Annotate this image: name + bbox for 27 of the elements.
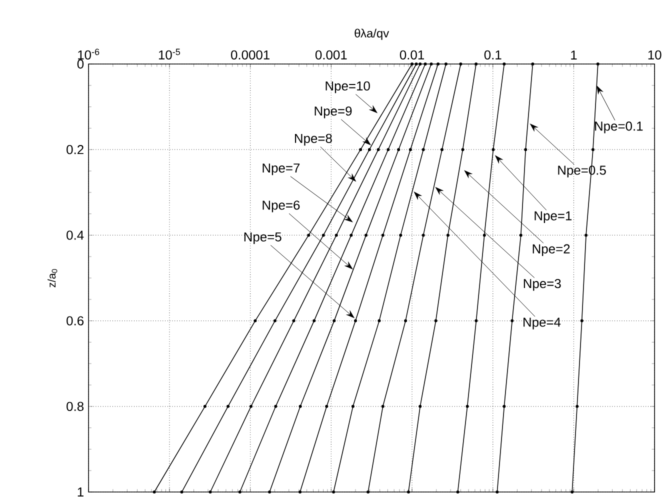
annotation: Npe=7 — [262, 164, 300, 176]
annotation: Npe=0.1 — [595, 122, 643, 134]
y-tick-label: 0.8 — [66, 402, 84, 411]
annotation: Npe=1 — [534, 211, 572, 223]
x-axis-title: θλa/qv — [354, 28, 390, 40]
x-tick-label: 1 — [571, 50, 577, 60]
y-tick-label: 0.2 — [66, 145, 84, 154]
annotation: Npe=5 — [244, 232, 282, 244]
annotation: Npe=4 — [524, 318, 561, 330]
x-tick-label: 0.001 — [315, 50, 347, 60]
y-axis-title: z/a$_{0}$ — [48, 269, 58, 288]
y-tick-label: 0.4 — [66, 230, 84, 240]
y-tick-label: 0.6 — [66, 316, 84, 326]
annotation: Npe=3 — [524, 278, 561, 291]
y-tick-label: 1 — [78, 488, 84, 496]
y-tick-label: 0 — [77, 59, 84, 69]
x-tick-label: 10 — [648, 50, 662, 60]
x-tick-label: 0.1 — [484, 50, 502, 60]
x-tick-label: 10$^{-5}$ — [158, 48, 180, 60]
annotation: Npe=2 — [532, 244, 570, 256]
x-tick-label: 0.0001 — [231, 50, 270, 60]
annotation: Npe=10 — [326, 81, 370, 94]
x-tick-label: 0.01 — [400, 50, 424, 60]
annotation: Npe=9 — [314, 106, 352, 118]
x-tick-label: 10$^{-6}$ — [78, 48, 100, 60]
annotation: Npe=6 — [262, 200, 300, 212]
annotation: Npe=8 — [295, 134, 332, 146]
